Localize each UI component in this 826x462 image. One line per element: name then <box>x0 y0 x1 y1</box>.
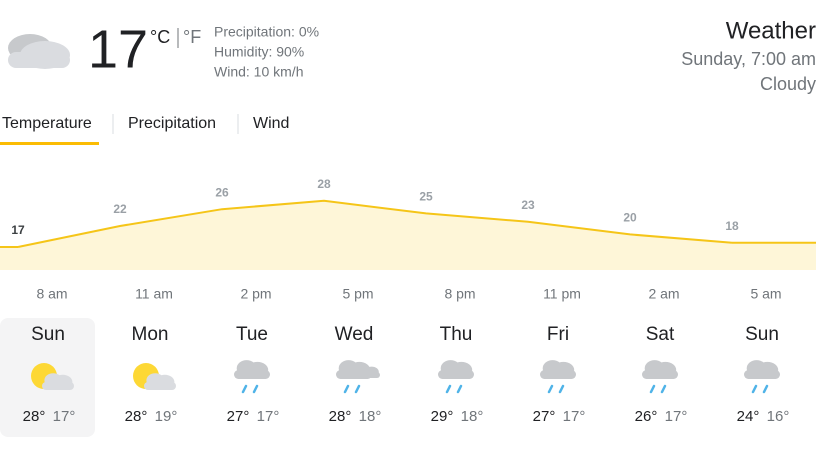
day-name: Mon <box>132 324 169 345</box>
day-low: 19° <box>155 408 178 425</box>
unit-c[interactable]: °C <box>150 27 170 47</box>
value-label: 18 <box>725 219 739 233</box>
day-low: 18° <box>359 408 382 425</box>
day-high: 27° <box>227 408 250 425</box>
value-label: 22 <box>113 202 127 216</box>
area-fill-edge <box>732 242 816 270</box>
rain-drop <box>252 384 259 394</box>
rain-drop <box>456 384 463 394</box>
day-name: Thu <box>440 324 473 345</box>
day-high: 26° <box>635 408 658 425</box>
day-icon <box>31 363 74 390</box>
day-icon <box>234 360 270 394</box>
value-label: 17 <box>11 223 25 237</box>
time-label: 2 am <box>648 286 679 302</box>
day-name: Sat <box>646 324 675 345</box>
day-low: 17° <box>563 408 586 425</box>
current-icon <box>8 34 70 69</box>
time-label: 11 am <box>135 286 173 302</box>
day-high: 28° <box>329 408 352 425</box>
rain-drop <box>751 384 758 394</box>
tab[interactable]: Wind <box>253 115 289 132</box>
time-label: 5 pm <box>342 286 373 302</box>
detail: Wind: 10 km/h <box>214 64 303 80</box>
detail: Humidity: 90% <box>214 44 304 60</box>
cloud <box>234 370 270 379</box>
day-icon <box>744 360 780 394</box>
current-temp: 17 <box>88 19 148 79</box>
time-label: 11 pm <box>543 286 581 302</box>
cloud <box>144 382 176 390</box>
day-name: Wed <box>335 324 374 345</box>
tab[interactable]: Precipitation <box>128 115 216 132</box>
unit-f[interactable]: °F <box>183 27 201 47</box>
day-icon <box>336 360 380 394</box>
rain-drop <box>343 384 350 394</box>
value-label: 20 <box>623 211 637 225</box>
value-label: 28 <box>317 177 331 191</box>
widget-title: Weather <box>726 17 816 44</box>
day-name: Sun <box>31 324 65 345</box>
day-icon <box>133 363 176 390</box>
area-fill <box>18 200 732 270</box>
cloud <box>336 370 372 379</box>
temperature-line <box>17 199 733 248</box>
day-icon <box>642 360 678 394</box>
cloud <box>540 370 576 379</box>
day-name: Tue <box>236 324 268 345</box>
cloud <box>642 370 678 379</box>
rain-drop <box>547 384 554 394</box>
day-name: Fri <box>547 324 569 345</box>
day-low: 17° <box>257 408 280 425</box>
rain-drop <box>558 384 565 394</box>
day-low: 16° <box>767 408 790 425</box>
tab-underline <box>0 142 99 145</box>
area-fill-edge <box>0 247 18 270</box>
tab[interactable]: Temperature <box>2 115 92 132</box>
day-high: 28° <box>125 408 148 425</box>
cloud <box>438 370 474 379</box>
value-label: 25 <box>419 190 433 204</box>
cloud <box>744 370 780 379</box>
rain-drop <box>762 384 769 394</box>
rain-drop <box>445 384 452 394</box>
day-icon <box>540 360 576 394</box>
rain-drop <box>354 384 361 394</box>
day-low: 18° <box>461 408 484 425</box>
time-label: 8 am <box>36 286 67 302</box>
value-label: 26 <box>215 185 229 199</box>
day-high: 29° <box>431 408 454 425</box>
detail: Precipitation: 0% <box>214 24 319 40</box>
day-low: 17° <box>665 408 688 425</box>
day-high: 28° <box>23 408 46 425</box>
day-high: 24° <box>737 408 760 425</box>
rain-drop <box>241 384 248 394</box>
value-label: 23 <box>521 198 535 212</box>
time-label: 5 am <box>750 286 781 302</box>
day-name: Sun <box>745 324 779 345</box>
cloud <box>42 382 74 390</box>
time-label: 8 pm <box>444 286 475 302</box>
rain-drop <box>649 384 656 394</box>
time-label: 2 pm <box>240 286 271 302</box>
rain-drop <box>660 384 667 394</box>
condition: Cloudy <box>760 74 816 94</box>
day-icon <box>438 360 474 394</box>
datetime: Sunday, 7:00 am <box>681 49 816 69</box>
day-low: 17° <box>53 408 76 425</box>
day-high: 27° <box>533 408 556 425</box>
